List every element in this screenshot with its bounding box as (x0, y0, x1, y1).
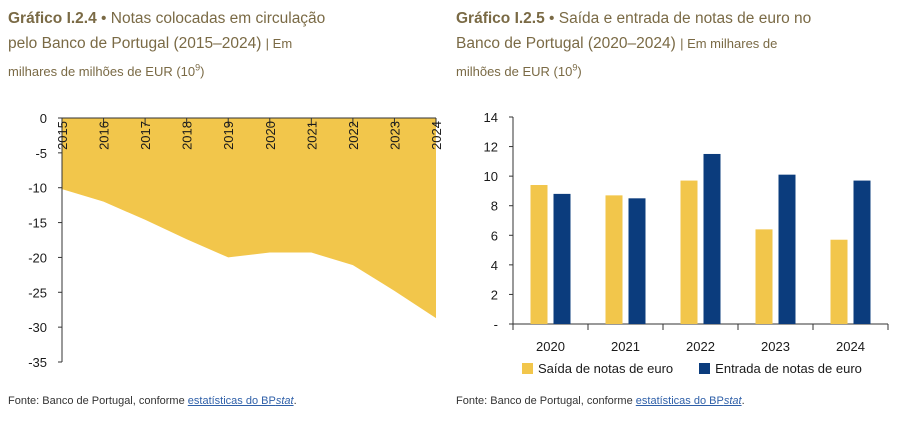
y-tick-label: 4 (491, 258, 498, 273)
title-unit: | Em milhares de milhões de EUR (109) (456, 36, 778, 80)
title-line-1: Saída e entrada de notas de euro no (558, 10, 812, 27)
bar-entrada (778, 174, 796, 324)
legend-item-saida: Saída de notas de euro (522, 361, 673, 376)
chart-title-right: Gráfico I.2.5 • Saída e entrada de notas… (456, 6, 886, 84)
y-tick-label: -5 (35, 146, 47, 161)
y-tick-label: 2 (491, 287, 498, 302)
y-tick-label: -35 (28, 355, 47, 370)
source-note-right: Fonte: Banco de Portugal, conforme estat… (456, 395, 745, 407)
title-line-1: Notas colocadas em circulação (110, 10, 326, 27)
x-tick-label: 2023 (387, 121, 402, 150)
x-tick-label: 2021 (304, 121, 319, 150)
x-tick-label: 2019 (221, 121, 236, 150)
area-chart-panel: Gráfico I.2.4 • Notas colocadas em circu… (8, 6, 444, 407)
y-tick-label: 6 (491, 228, 498, 243)
x-tick-label: 2023 (761, 339, 790, 354)
bar-entrada (703, 153, 721, 324)
x-tick-label: 2021 (611, 339, 640, 354)
legend-swatch-yellow (522, 363, 533, 374)
legend-swatch-navy (699, 363, 711, 374)
chart-title-left: Gráfico I.2.4 • Notas colocadas em circu… (8, 6, 438, 84)
y-tick-label: 12 (484, 140, 498, 155)
bar-saida (605, 195, 623, 324)
x-tick-label: 2022 (686, 339, 715, 354)
bar-chart-panel: Gráfico I.2.5 • Saída e entrada de notas… (450, 0, 900, 425)
legend-item-entrada: Entrada de notas de euro (699, 361, 862, 376)
bar-saida (530, 185, 548, 324)
y-tick-label: 0 (40, 111, 47, 126)
title-unit: | Em milhares de milhões de EUR (109) (8, 36, 293, 80)
y-tick-label: 8 (491, 199, 498, 214)
x-tick-label: 2016 (97, 121, 112, 150)
y-tick-label: -10 (28, 181, 47, 196)
bpstat-link[interactable]: estatísticas do BPstat (635, 395, 742, 407)
x-tick-label: 2020 (536, 339, 565, 354)
title-separator: • (96, 10, 111, 27)
y-tick-label: -20 (28, 250, 47, 265)
bar-entrada (853, 180, 871, 324)
bar-saida (755, 229, 773, 324)
bar-entrada (553, 193, 571, 324)
y-tick-label: 10 (484, 169, 498, 184)
bar-entrada (628, 198, 646, 324)
chart-legend: Saída de notas de euro Entrada de notas … (522, 361, 862, 376)
chart-code: Gráfico I.2.5 (456, 10, 545, 27)
y-tick-label: -15 (28, 216, 47, 231)
bpstat-link[interactable]: estatísticas do BPstat (187, 395, 294, 407)
x-tick-label: 2024 (429, 121, 444, 150)
x-tick-label: 2024 (836, 339, 865, 354)
y-tick-label: -30 (28, 320, 47, 335)
title-line-2: pelo Banco de Portugal (2015–2024) (8, 35, 262, 52)
area-chart: 0 -5 -10 -15 -20 -25 -30 -35 2015 2016 2017 2018 201… (28, 111, 444, 370)
source-note-left: Fonte: Banco de Portugal, conforme estat… (8, 395, 297, 407)
y-tick-label: -25 (28, 285, 47, 300)
bar-saida (830, 239, 848, 324)
x-tick-label: 2015 (55, 121, 70, 150)
x-tick-label: 2018 (180, 121, 195, 150)
x-tick-label: 2020 (263, 121, 278, 150)
y-tick-label: - (494, 317, 498, 332)
area-fill (62, 118, 436, 319)
chart-code: Gráfico I.2.4 (8, 10, 97, 27)
x-tick-label: 2017 (138, 121, 153, 150)
bar-saida (680, 180, 698, 324)
y-tick-label: 14 (484, 110, 498, 125)
title-separator: • (544, 10, 559, 27)
title-line-2: Banco de Portugal (2020–2024) (456, 35, 676, 52)
x-tick-label: 2022 (346, 121, 361, 150)
bar-chart: 14 12 10 8 6 4 2 - 2020 2021 2022 2023 2024 (484, 110, 889, 354)
